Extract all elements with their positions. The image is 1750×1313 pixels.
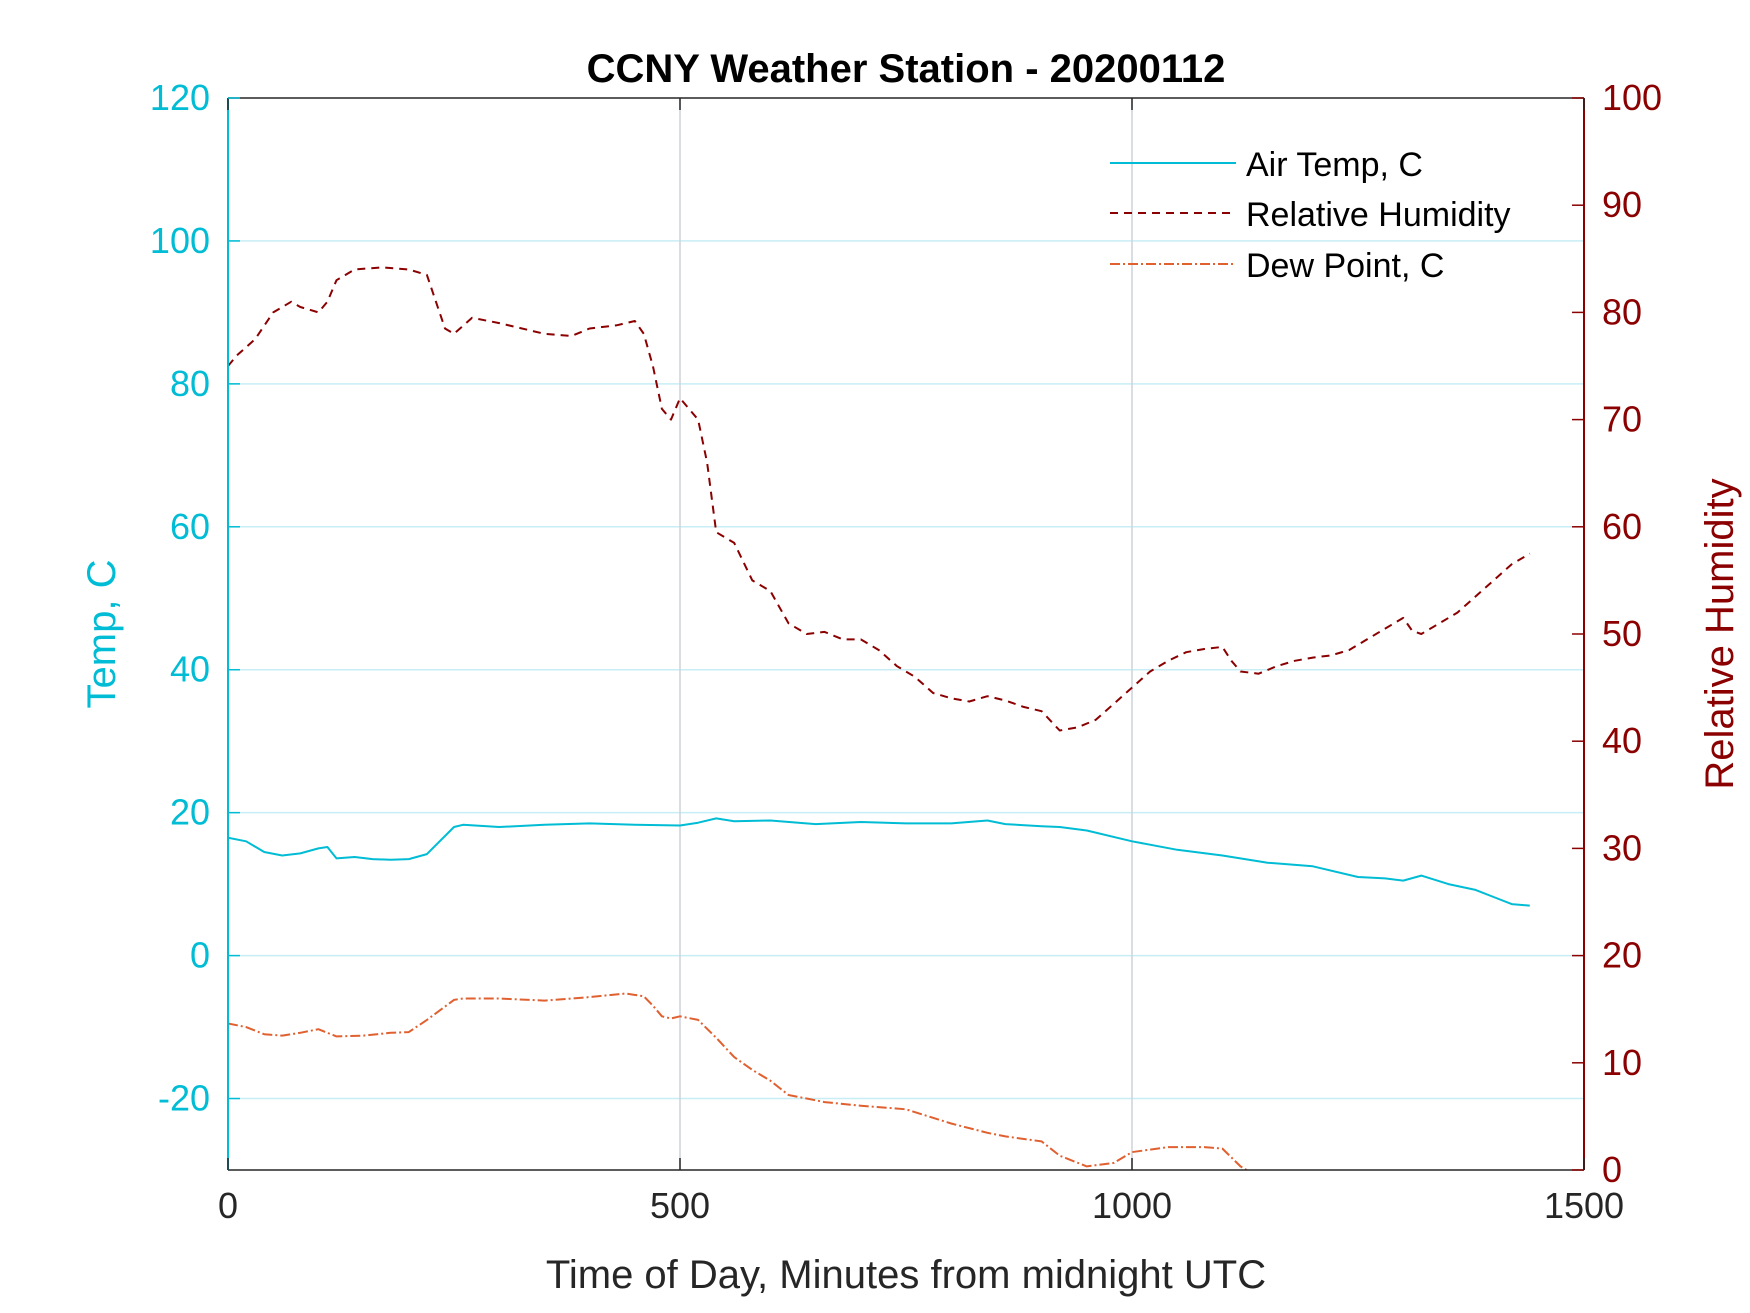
y-right-tick-label: 80 bbox=[1602, 291, 1642, 332]
grid-layer bbox=[228, 98, 1584, 1170]
legend-label-humidity: Relative Humidity bbox=[1246, 196, 1511, 234]
y-right-tick-label: 30 bbox=[1602, 827, 1642, 868]
legend-label-dew-point: Dew Point, C bbox=[1246, 247, 1444, 285]
y-right-tick-label: 10 bbox=[1602, 1042, 1642, 1083]
x-axis-label: Time of Day, Minutes from midnight UTC bbox=[546, 1253, 1266, 1297]
y-right-tick-label: 50 bbox=[1602, 613, 1642, 654]
y-right-tick-label: 20 bbox=[1602, 935, 1642, 976]
series-air-temp-line bbox=[228, 817, 1530, 907]
y-axis-left-label: Temp, C bbox=[80, 560, 124, 709]
y-left-tick-label: 80 bbox=[170, 363, 210, 404]
legend: Air Temp, C Relative Humidity Dew Point,… bbox=[1110, 146, 1511, 285]
y-right-tick-label: 90 bbox=[1602, 184, 1642, 225]
x-tick-label: 0 bbox=[218, 1185, 238, 1226]
y-right-tick-label: 0 bbox=[1602, 1149, 1622, 1190]
y-left-tick-label: 120 bbox=[150, 77, 210, 118]
y-right-tick-label: 70 bbox=[1602, 399, 1642, 440]
y-left-tick-label: 100 bbox=[150, 220, 210, 261]
y-axis-right-label: Relative Humidity bbox=[1698, 478, 1742, 789]
x-tick-label: 500 bbox=[650, 1185, 710, 1226]
series-dew-point-line bbox=[228, 992, 1249, 1170]
y-right-tick-label: 40 bbox=[1602, 720, 1642, 761]
y-right-tick-label: 100 bbox=[1602, 77, 1662, 118]
y-left-tick-label: 20 bbox=[170, 792, 210, 833]
ticks-layer: 0 500 1000 1500 -20 0 20 40 60 80 100 120 0 10 20 30 40 5… bbox=[150, 77, 1662, 1226]
y-left-tick-label: 0 bbox=[190, 935, 210, 976]
y-left-tick-label: -20 bbox=[158, 1078, 210, 1119]
series-humidity-line bbox=[228, 266, 1531, 732]
y-left-tick-label: 40 bbox=[170, 649, 210, 690]
y-left-tick-label: 60 bbox=[170, 506, 210, 547]
chart-title: CCNY Weather Station - 20200112 bbox=[587, 47, 1226, 91]
x-tick-label: 1500 bbox=[1544, 1185, 1624, 1226]
legend-label-air-temp: Air Temp, C bbox=[1246, 146, 1423, 184]
series-layer bbox=[228, 266, 1531, 1170]
y-right-tick-label: 60 bbox=[1602, 506, 1642, 547]
x-tick-label: 1000 bbox=[1092, 1185, 1172, 1226]
